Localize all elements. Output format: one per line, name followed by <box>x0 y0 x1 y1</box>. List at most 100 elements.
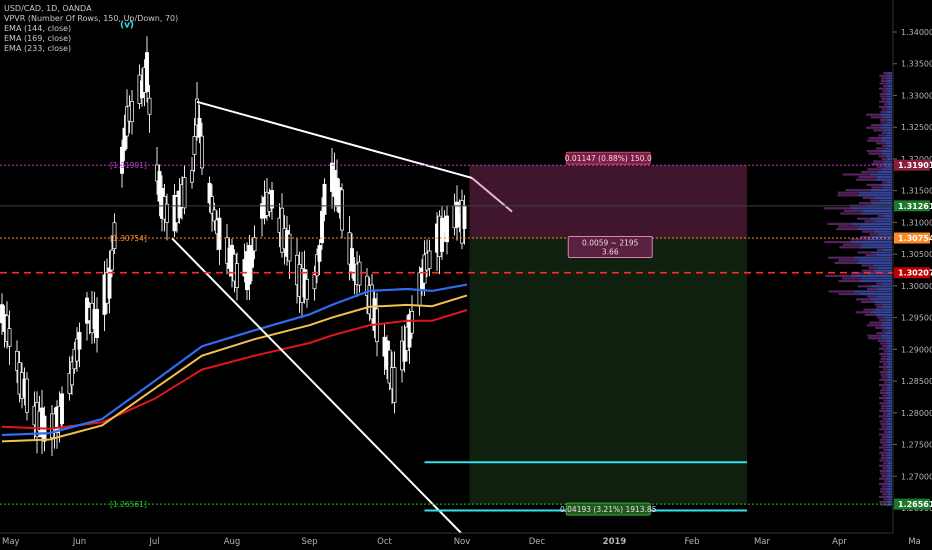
vp-bar-down <box>880 456 887 459</box>
vp-bar-up <box>886 433 892 436</box>
candle-body <box>217 217 222 250</box>
vp-bar-down <box>866 113 881 116</box>
price-tick-label: 1.28000 <box>901 409 932 418</box>
vp-bar-up <box>886 402 892 405</box>
vp-bar-up <box>887 485 892 488</box>
vp-bar-up <box>876 254 892 257</box>
vp-bar-up <box>886 358 892 361</box>
price-badge-target <box>894 498 930 510</box>
vp-bar-down <box>879 82 887 85</box>
time-tick-label: Sep <box>301 537 317 547</box>
time-tick-label: Oct <box>377 537 392 547</box>
vp-bar-down <box>877 248 883 251</box>
vp-bar-down <box>862 230 874 233</box>
vp-bar-down <box>883 430 889 433</box>
vp-bar-down <box>879 352 887 355</box>
vp-bar-up <box>885 332 892 335</box>
upper-trendline[interactable] <box>196 100 473 179</box>
vp-bar-down <box>861 300 874 303</box>
vp-bar-up <box>878 170 892 173</box>
vp-bar-down <box>866 150 881 153</box>
legend-ema-144: EMA (144, close) <box>4 24 72 33</box>
vp-bar-down <box>879 105 887 108</box>
vp-bar-down <box>823 207 851 210</box>
time-tick-label: Dec <box>529 537 546 547</box>
vp-bar-down <box>866 324 881 327</box>
vp-bar-up <box>886 373 892 376</box>
vp-bar-down <box>880 389 887 392</box>
vp-bar-down <box>879 360 887 363</box>
vp-bar-down <box>875 147 885 150</box>
vp-bar-down <box>879 490 887 493</box>
vp-bar-up <box>888 72 892 75</box>
vp-bar-down <box>879 100 887 103</box>
vp-bar-down <box>879 384 887 387</box>
vp-bar-down <box>867 168 881 171</box>
price-badge-entry-text: 1.30754 <box>898 234 932 243</box>
vp-bar-down <box>879 501 887 504</box>
vp-bar-up <box>886 464 892 467</box>
vp-bar-up <box>877 267 892 270</box>
vp-bar-down <box>876 142 885 145</box>
stop-level-text: [1.31901] <box>110 161 147 170</box>
vp-bar-up <box>882 124 892 127</box>
vp-bar-up <box>859 280 892 283</box>
candle-body <box>95 308 99 338</box>
price-badge-stop <box>894 159 930 171</box>
vp-bar-up <box>886 420 892 423</box>
lower-trendline[interactable] <box>171 237 478 550</box>
vp-bar-up <box>870 298 892 301</box>
vp-bar-up <box>886 397 892 400</box>
vp-bar-down <box>866 183 881 186</box>
vp-bar-down <box>842 243 863 246</box>
time-axis[interactable]: May Jun Jul Aug Sep Oct Nov Dec 2019 Feb Mar Apr Ma <box>0 532 932 550</box>
vp-bar-up <box>880 334 892 337</box>
candle-body <box>70 361 74 386</box>
candlesticks <box>0 36 467 456</box>
vp-bar-up <box>886 360 892 363</box>
target-label-text: 0.04193 (3.21%) 1913.85 <box>560 505 657 514</box>
vp-bar-up <box>882 248 892 251</box>
vp-bar-up <box>887 454 892 457</box>
vp-bar-down <box>834 261 858 264</box>
price-tick-label: 1.27000 <box>901 472 932 481</box>
vp-bar-down <box>879 428 887 431</box>
vp-bar-down <box>882 363 888 366</box>
vp-bar-up <box>886 451 892 454</box>
vp-bar-down <box>879 415 887 418</box>
vp-bar-up <box>887 181 892 184</box>
candle-body <box>312 274 317 290</box>
vp-bar-down <box>883 72 889 75</box>
vp-bar-down <box>836 228 859 231</box>
vp-bar-up <box>886 352 892 355</box>
vp-bar-down <box>867 287 877 290</box>
vp-bar-down <box>845 189 872 192</box>
price-tick-label: 1.31500 <box>901 187 932 196</box>
vp-bar-down <box>876 165 886 168</box>
vp-bar-up <box>886 342 892 345</box>
candle-body <box>402 341 407 362</box>
vp-bar-up <box>887 363 892 366</box>
vp-bar-down <box>862 196 875 199</box>
vp-bar-up <box>888 430 892 433</box>
vp-bar-up <box>886 74 892 77</box>
price-badge-last <box>894 200 930 212</box>
vp-bar-down <box>875 326 885 329</box>
vp-bar-up <box>886 423 892 426</box>
vp-bar-down <box>880 438 887 441</box>
vp-bar-up <box>858 194 892 197</box>
vp-bar-down <box>868 267 878 270</box>
target-level-text: [1.26561] <box>110 500 147 509</box>
price-tick-label: 1.27500 <box>901 441 932 450</box>
candle-body <box>440 217 444 252</box>
vp-bar-down <box>879 420 887 423</box>
vp-bar-up <box>882 163 892 166</box>
vp-bar-up <box>886 459 892 462</box>
vp-bar-up <box>886 391 892 394</box>
candle-body <box>110 249 114 271</box>
candle-body <box>270 190 274 209</box>
vp-bar-up <box>859 293 892 296</box>
price-axis[interactable]: 1.34000 1.33500 1.33000 1.32500 1.32000 1.315… <box>892 0 932 550</box>
vp-bar-up <box>887 85 892 88</box>
